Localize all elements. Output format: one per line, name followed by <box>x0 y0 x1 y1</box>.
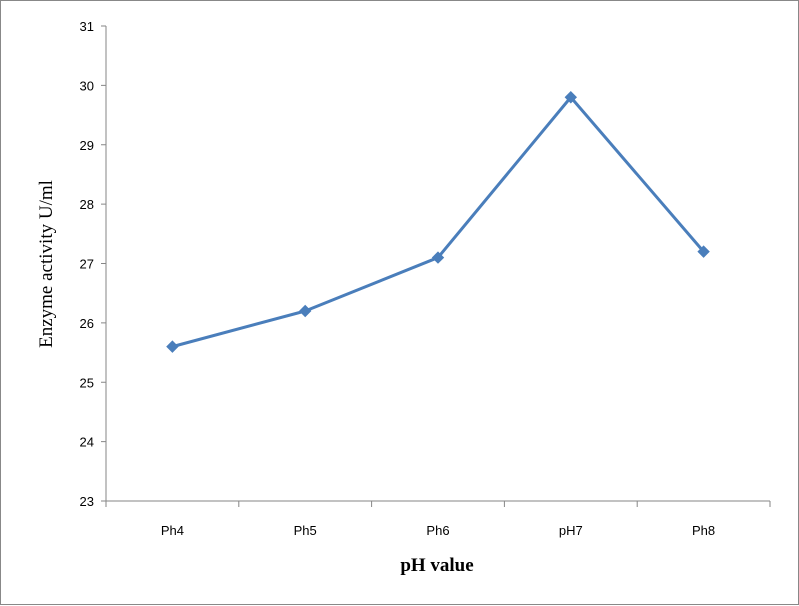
x-tick-label: Ph4 <box>161 523 184 538</box>
y-tick-label: 29 <box>80 138 94 153</box>
series-group <box>166 91 710 353</box>
y-tick-label: 28 <box>80 197 94 212</box>
data-point-marker <box>298 304 312 318</box>
x-tick-label: Ph8 <box>692 523 715 538</box>
y-tick-label: 26 <box>80 316 94 331</box>
y-tick-label: 30 <box>80 78 94 93</box>
x-tick-label: Ph6 <box>426 523 449 538</box>
data-point-marker <box>697 245 710 258</box>
series-line <box>172 95 705 349</box>
y-tick-label: 27 <box>80 257 94 272</box>
y-tick-label: 24 <box>80 435 94 450</box>
y-tick-label: 31 <box>80 19 94 34</box>
data-point-marker <box>431 251 445 264</box>
y-axis: 23 24 25 26 27 28 29 30 31 <box>80 19 107 509</box>
y-axis-title: Enzyme activity U/ml <box>36 180 57 348</box>
y-tick-label: 23 <box>80 494 94 509</box>
x-tick-label: pH7 <box>559 523 583 538</box>
x-axis: Ph4 Ph5 Ph6 pH7 Ph8 <box>105 500 771 538</box>
data-point-marker <box>166 340 179 353</box>
y-tick-label: 25 <box>80 375 94 390</box>
x-tick-label: Ph5 <box>294 523 317 538</box>
x-axis-title: pH value <box>400 555 473 576</box>
data-point-marker <box>564 91 578 104</box>
